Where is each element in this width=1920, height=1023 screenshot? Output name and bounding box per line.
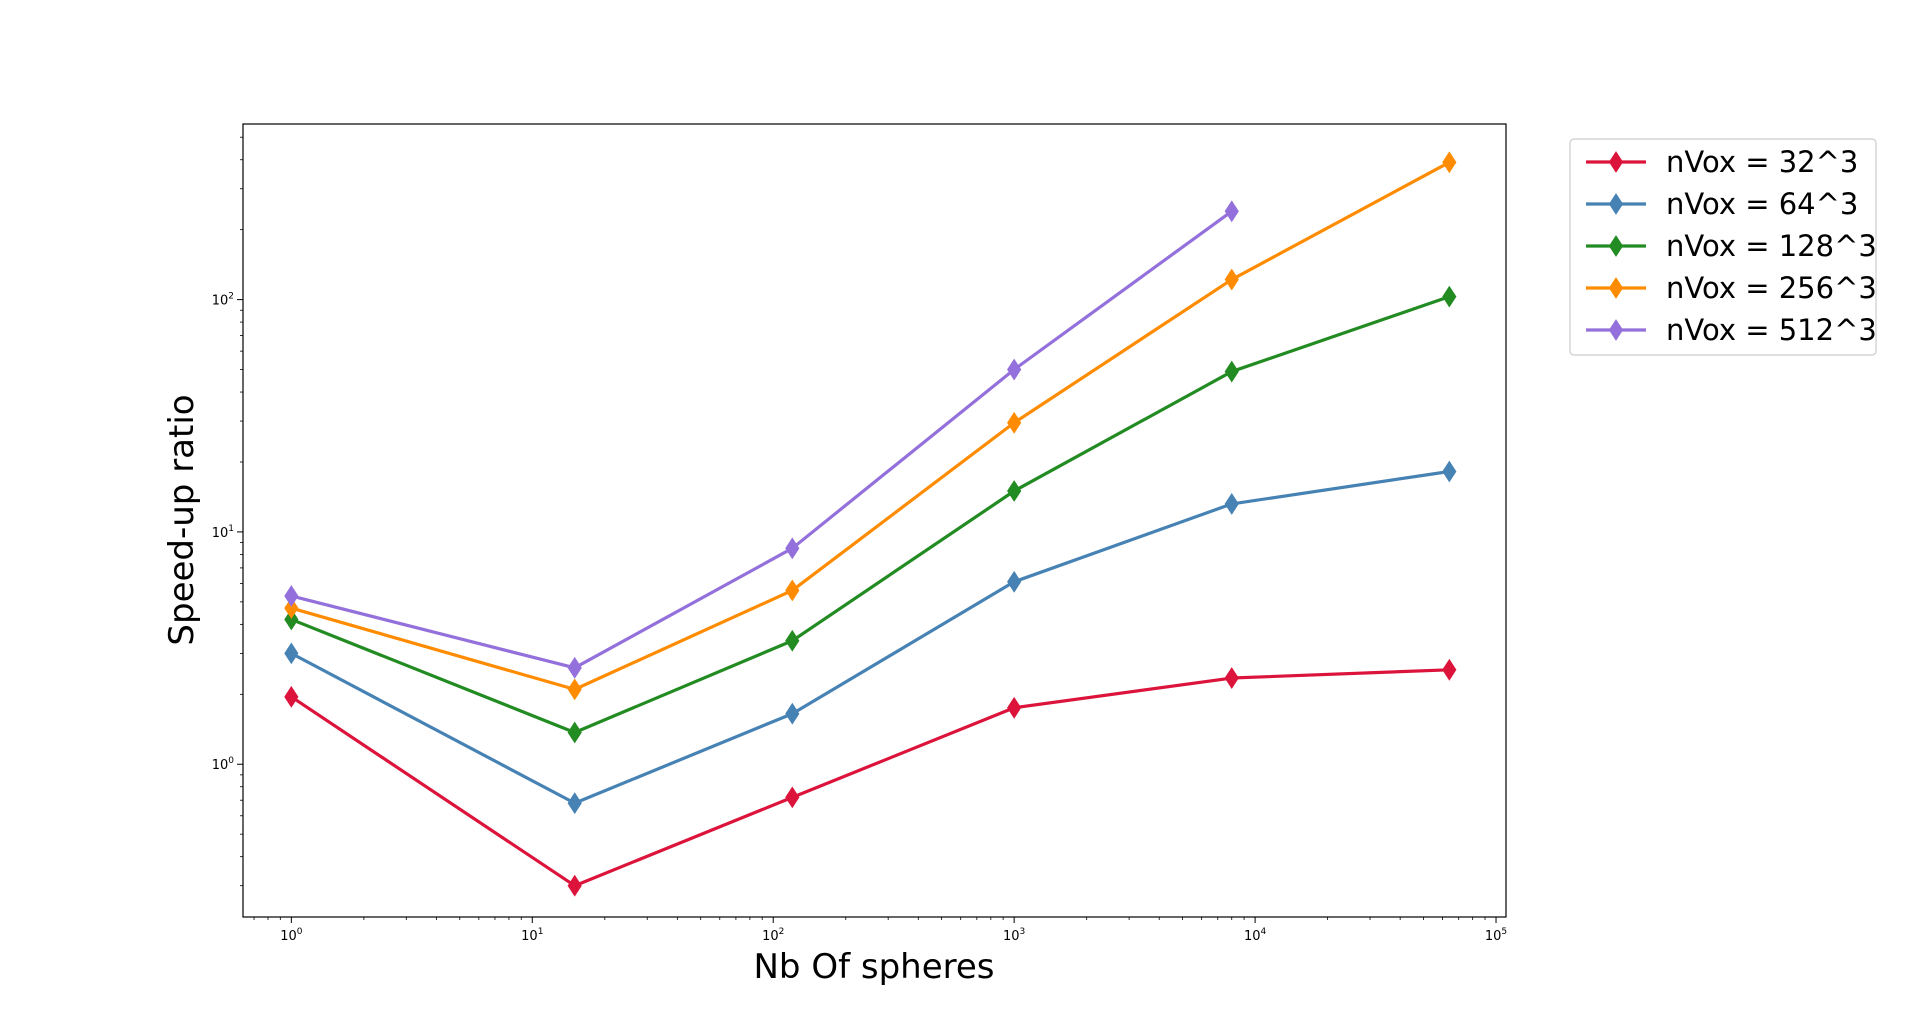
series-nvox-64-3 xyxy=(284,460,1457,815)
data-point xyxy=(567,792,582,815)
legend-label: nVox = 256^3 xyxy=(1666,271,1877,305)
data-point xyxy=(1224,360,1239,383)
data-point xyxy=(1007,358,1022,381)
x-tick-label: 104 xyxy=(1244,927,1267,944)
y-tick-label: 100 xyxy=(212,756,235,773)
data-point xyxy=(1442,658,1457,681)
legend-frame xyxy=(1569,138,1877,356)
data-point xyxy=(1442,460,1457,483)
data-point xyxy=(785,629,800,652)
legend-marker xyxy=(1608,235,1624,257)
legend-label: nVox = 512^3 xyxy=(1666,313,1877,347)
data-point xyxy=(1007,570,1022,593)
legend-item: nVox = 64^3 xyxy=(1586,187,1858,221)
data-point xyxy=(785,786,800,809)
y-axis-label: Speed-up ratio xyxy=(162,394,202,645)
data-point xyxy=(1224,667,1239,689)
data-point xyxy=(284,597,299,620)
plot-frame xyxy=(242,123,1507,918)
x-tick-label: 102 xyxy=(762,927,784,944)
legend-item: nVox = 32^3 xyxy=(1586,145,1858,179)
data-point xyxy=(284,685,299,708)
data-point xyxy=(1224,200,1239,223)
data-point xyxy=(785,579,800,602)
x-tick-label: 103 xyxy=(1003,927,1025,944)
legend-item: nVox = 128^3 xyxy=(1586,229,1877,263)
legend-label: nVox = 64^3 xyxy=(1666,187,1858,221)
series-line xyxy=(289,160,1451,691)
x-tick-label: 101 xyxy=(521,927,543,944)
series-layer xyxy=(284,151,1457,897)
series-line xyxy=(289,209,1234,670)
y-axis: 100 101 102 xyxy=(212,136,243,887)
series-line xyxy=(289,469,1451,805)
x-axis-label: Nb Of spheres xyxy=(754,947,995,987)
series-nvox-128-3 xyxy=(284,285,1457,744)
legend-item: nVox = 512^3 xyxy=(1586,313,1877,347)
series-line xyxy=(289,295,1451,735)
data-point xyxy=(1224,268,1239,291)
data-point xyxy=(284,585,299,607)
data-point xyxy=(785,537,800,560)
data-point xyxy=(1442,151,1457,174)
data-point xyxy=(284,608,299,631)
data-point xyxy=(1224,492,1239,515)
y-tick-label: 101 xyxy=(212,524,234,541)
x-tick-label: 100 xyxy=(280,927,303,944)
legend-marker xyxy=(1608,277,1624,299)
series-nvox-32-3 xyxy=(284,658,1457,897)
data-point xyxy=(567,678,582,701)
data-point xyxy=(1007,696,1022,719)
data-point xyxy=(785,702,800,725)
legend: nVox = 32^3 nVox = 64^3 nVox = 128^3 nVox =… xyxy=(1569,138,1877,356)
legend-marker xyxy=(1608,151,1624,173)
data-point xyxy=(567,721,582,744)
legend-label: nVox = 32^3 xyxy=(1666,145,1858,179)
series-line xyxy=(289,668,1451,888)
series-nvox-256-3 xyxy=(284,151,1457,701)
legend-item: nVox = 256^3 xyxy=(1586,271,1877,305)
data-point xyxy=(567,874,582,897)
data-point xyxy=(284,642,299,665)
data-point xyxy=(1007,411,1022,434)
data-point xyxy=(1442,285,1457,308)
x-tick-label: 105 xyxy=(1485,927,1507,944)
legend-label: nVox = 128^3 xyxy=(1666,229,1877,263)
y-tick-label: 102 xyxy=(212,292,234,309)
legend-marker xyxy=(1608,193,1624,215)
data-point xyxy=(567,656,582,679)
data-point xyxy=(1007,480,1022,502)
x-axis: 100 101 102 103 104 105 xyxy=(253,917,1507,944)
series-nvox-512-3 xyxy=(284,200,1239,679)
legend-marker xyxy=(1608,319,1624,341)
